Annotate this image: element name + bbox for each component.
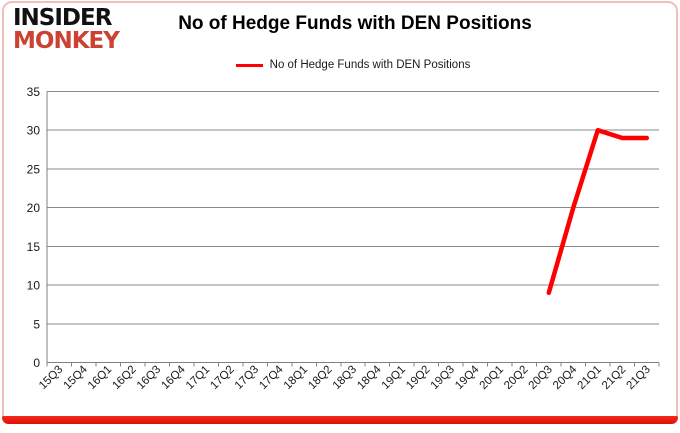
x-axis-tick-label: 17Q4 xyxy=(257,363,286,392)
x-axis-tick-label: 18Q1 xyxy=(282,364,310,392)
series-line xyxy=(546,127,650,296)
y-axis-tick-label: 5 xyxy=(33,317,40,331)
x-axis-tick-label: 16Q4 xyxy=(159,363,188,392)
y-axis-tick-label: 30 xyxy=(27,124,41,138)
x-axis-tick-label: 18Q4 xyxy=(355,363,384,392)
x-axis-tick-label: 21Q1 xyxy=(576,364,604,392)
y-axis-tick-label: 15 xyxy=(27,240,41,254)
x-axis-tick-label: 21Q2 xyxy=(600,364,628,392)
x-axis-tick-label: 15Q3 xyxy=(37,364,65,392)
legend-label: No of Hedge Funds with DEN Positions xyxy=(269,59,471,71)
legend: No of Hedge Funds with DEN Positions xyxy=(47,57,659,73)
x-axis-tick-label: 20Q1 xyxy=(478,364,506,392)
x-axis-tick-label: 20Q4 xyxy=(551,363,580,392)
insider-monkey-logo: INSIDER MONKEY xyxy=(13,5,120,54)
x-axis-tick-label: 18Q2 xyxy=(306,364,334,392)
x-axis-tick-label: 20Q2 xyxy=(502,364,530,392)
x-axis-tick-label: 17Q3 xyxy=(233,364,261,392)
x-axis-tick-label: 16Q2 xyxy=(110,364,138,392)
card-bottom-accent xyxy=(2,416,678,424)
x-axis-tick-label: 20Q3 xyxy=(527,364,555,392)
y-axis-tick-label: 25 xyxy=(27,162,41,176)
x-axis-tick-label: 18Q3 xyxy=(331,364,359,392)
x-axis-tick-label: 19Q1 xyxy=(380,364,408,392)
chart-title: No of Hedge Funds with DEN Positions xyxy=(178,13,532,34)
y-axis-tick-label: 20 xyxy=(27,201,41,215)
y-axis-tick-label: 0 xyxy=(33,356,40,370)
logo-line-insider: INSIDER xyxy=(13,5,112,31)
y-axis-tick-label: 35 xyxy=(27,85,41,99)
x-axis-tick-label: 17Q1 xyxy=(184,364,212,392)
x-axis-tick-label: 16Q1 xyxy=(86,364,114,392)
x-axis-tick-label: 21Q3 xyxy=(624,364,652,392)
x-axis-tick-label: 17Q2 xyxy=(208,364,236,392)
x-axis-tick-label: 19Q2 xyxy=(404,364,432,392)
logo-line-monkey: MONKEY xyxy=(13,27,120,54)
legend-line-swatch xyxy=(235,63,263,67)
y-axis-tick-label: 10 xyxy=(27,279,41,293)
x-axis-tick-label: 16Q3 xyxy=(135,364,163,392)
x-axis-tick-label: 19Q4 xyxy=(453,363,482,392)
x-axis-tick-label: 15Q4 xyxy=(61,363,90,392)
chart-card xyxy=(2,1,678,424)
x-axis-tick-label: 19Q3 xyxy=(429,364,457,392)
